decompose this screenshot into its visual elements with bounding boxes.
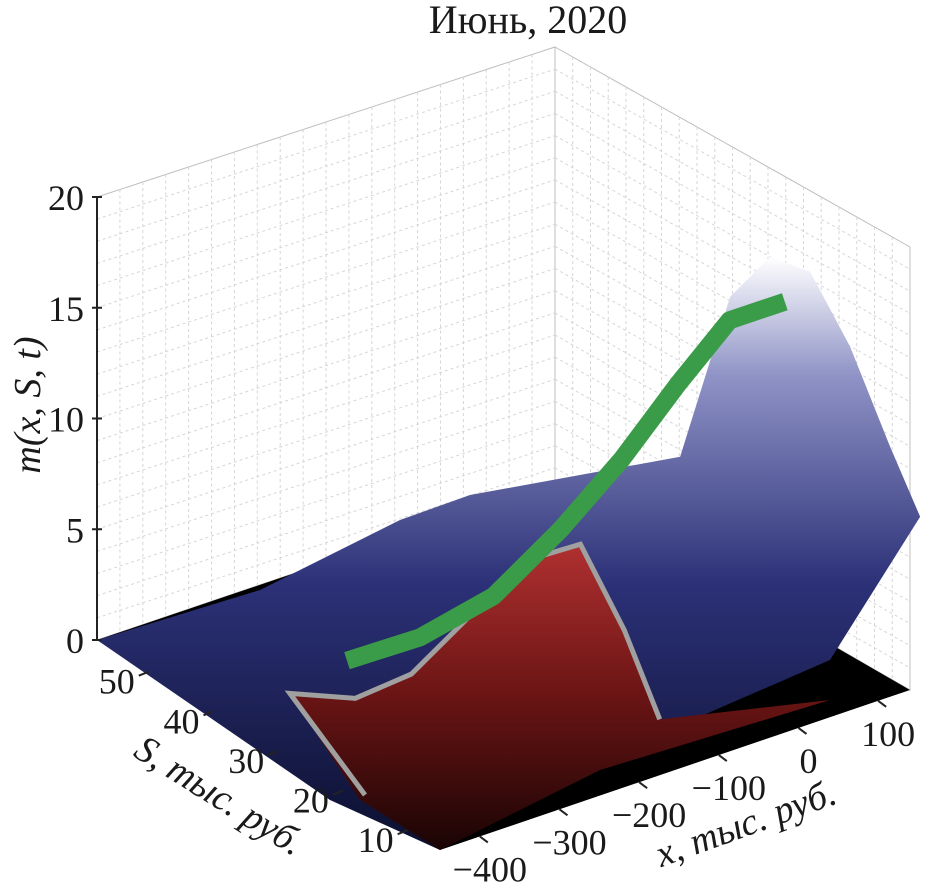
- y-tick-mark: [267, 750, 279, 756]
- grid-line: [96, 423, 556, 575]
- grid-line: [554, 245, 911, 447]
- grid-line: [96, 378, 556, 530]
- pane-grid: [96, 54, 911, 680]
- y-tick-label: 40: [163, 701, 199, 741]
- y-tick-mark: [138, 670, 150, 677]
- grid-line: [554, 290, 911, 492]
- x-tick-mark: [718, 754, 728, 762]
- z-tick-label: 5: [66, 510, 84, 550]
- x-tick-mark: [638, 781, 648, 790]
- y-tick-mark: [332, 789, 344, 796]
- z-tick-label: 20: [48, 178, 84, 218]
- y-ticks: 10 20 30 40 50: [99, 662, 409, 860]
- x-tick-label: 100: [861, 714, 915, 754]
- grid-line: [554, 312, 911, 514]
- grid-line: [554, 90, 911, 292]
- grid-line: [554, 268, 911, 469]
- z-tick-label: 10: [48, 400, 84, 440]
- grid-line: [96, 356, 556, 508]
- grid-line: [96, 445, 556, 597]
- y-tick-mark: [397, 829, 409, 836]
- grid-line: [96, 135, 556, 287]
- grid-line: [96, 90, 556, 242]
- z-axis: 0 5 10 15 20: [48, 178, 102, 661]
- z-ticks: 0 5 10 15 20: [48, 178, 102, 661]
- grid-line: [96, 334, 556, 486]
- grid-line: [96, 157, 556, 309]
- surface-front: [289, 544, 831, 850]
- x-tick-mark: [797, 727, 808, 735]
- grid-line: [554, 400, 911, 602]
- x-tick-label: −100: [692, 768, 766, 808]
- grid-line: [554, 378, 911, 580]
- x-tick-mark: [479, 835, 489, 844]
- y-tick-label: 50: [99, 662, 135, 702]
- grid-line: [554, 135, 911, 337]
- grid-line: [554, 356, 911, 558]
- grid-line: [554, 179, 911, 381]
- x-tick-mark: [877, 700, 887, 708]
- y-tick-label: 20: [293, 781, 329, 821]
- y-tick-label: 10: [358, 820, 394, 860]
- grid-line: [554, 334, 911, 536]
- grid-line: [96, 201, 556, 353]
- grid-line: [96, 223, 556, 375]
- grid-line: [96, 245, 556, 397]
- grid-line: [96, 467, 556, 619]
- grid-line: [554, 201, 911, 403]
- grid-line: [554, 157, 911, 359]
- x-tick-label: −300: [532, 822, 606, 862]
- z-tick-label: 0: [66, 621, 84, 661]
- z-axis-label: m(x, S, t): [7, 336, 49, 473]
- grid-line: [96, 68, 556, 220]
- y-tick-label: 30: [228, 741, 264, 781]
- grid-line: [96, 312, 556, 464]
- chart-title: Июнь, 2020: [429, 0, 627, 42]
- grid-line: [554, 223, 911, 425]
- grid-line: [96, 112, 556, 264]
- x-tick-mark: [558, 808, 569, 817]
- grid-line: [96, 290, 556, 442]
- x-tick-label: −400: [453, 849, 527, 888]
- z-tick-label: 15: [48, 289, 84, 329]
- grid-line: [554, 68, 911, 270]
- series-green-band: [344, 293, 788, 670]
- x-tick-label: 0: [799, 741, 817, 781]
- y-tick-mark: [203, 710, 214, 717]
- x-tick-label: −200: [612, 795, 686, 835]
- x-ticks: −400−300−200−100 0 100: [453, 700, 915, 888]
- grid-line: [96, 179, 556, 331]
- grid-line: [96, 268, 556, 419]
- grid-line: [96, 400, 556, 552]
- grid-line: [554, 113, 911, 314]
